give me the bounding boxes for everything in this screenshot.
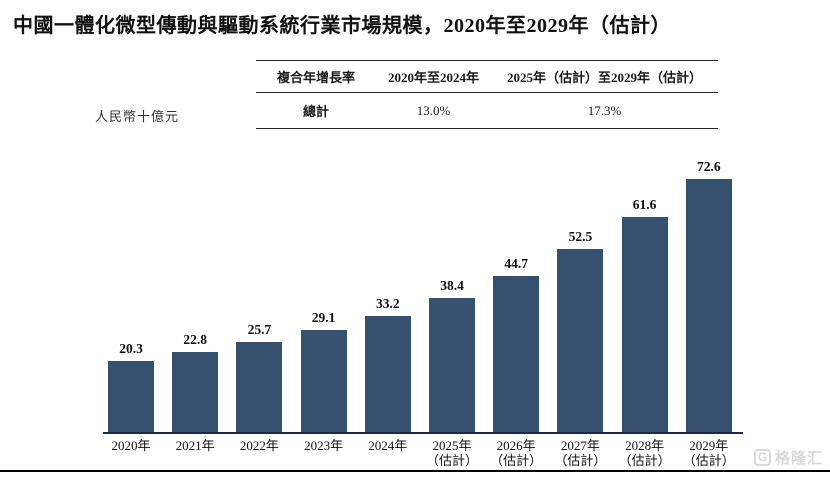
bar-value-label: 44.7 — [504, 256, 528, 271]
watermark-text: 格隆汇 — [774, 450, 823, 467]
bar-value-label: 61.6 — [632, 197, 657, 213]
bar-column: 61.6 — [613, 158, 677, 432]
cagr-header-label: 複合年增長率 — [276, 70, 355, 85]
cagr-table-data-row: 總計 13.0% 17.3% — [256, 93, 718, 128]
bar-column: 20.3 — [99, 158, 163, 432]
x-axis-labels: 2020年 2021年 2022年 2023年 2024年 2025年 （估計） 2026年（… — [99, 438, 749, 470]
bar-column: 22.8 — [163, 158, 227, 432]
cagr-table-header-row: 複合年增長率 2020年至2024年 2025年（估計）至2029年（估計） — [256, 61, 718, 93]
bar — [557, 248, 604, 432]
bar-column: 29.1 — [292, 158, 356, 432]
page-bottom-rule — [0, 470, 830, 472]
x-axis-label: 2020年 — [111, 438, 151, 453]
cagr-header-period-1: 2020年至2024年 — [387, 70, 479, 85]
x-axis-label: 2023年 — [304, 438, 344, 453]
x-axis-label: 2028年 （估計） — [618, 438, 671, 468]
chart-title: 中國一體化微型傳動與驅動系統行業市場規模，2020年至2029年（估計） — [13, 15, 671, 37]
bar-value-label: 20.3 — [119, 341, 143, 357]
bar-column: 44.7 — [484, 158, 548, 432]
bar-value-label: 25.7 — [247, 322, 272, 338]
x-axis-label: 2021年 — [175, 438, 215, 453]
bar — [300, 330, 347, 432]
bar — [108, 361, 154, 432]
bar-value-label: 38.4 — [440, 277, 464, 293]
x-axis-label: 2027年 （估計） — [554, 438, 607, 468]
cagr-row-label: 總計 — [302, 104, 329, 119]
bar — [621, 217, 668, 432]
bar — [429, 297, 475, 432]
cagr-header-period-2: 2025年（估計）至2029年（估計） — [506, 70, 702, 85]
bar — [236, 342, 283, 432]
bar-value-label: 52.5 — [568, 228, 593, 244]
watermark: G 格隆汇 — [753, 447, 823, 468]
cagr-table: 複合年增長率 2020年至2024年 2025年（估計）至2029年（估計） 總… — [256, 60, 718, 129]
cagr-value-period-1: 13.0% — [416, 102, 451, 118]
x-axis-label: 2022年 — [239, 438, 279, 453]
bar-value-label: 72.6 — [696, 158, 721, 174]
x-axis-label: 2026年 （估計） — [490, 438, 543, 468]
bar-column: 52.5 — [548, 158, 612, 432]
y-axis-unit-label: 人民幣十億元 — [95, 109, 180, 124]
bar-column: 33.2 — [356, 158, 420, 432]
bar-column: 38.4 — [420, 158, 484, 432]
bar-value-label: 29.1 — [311, 310, 336, 326]
bar — [493, 276, 540, 432]
bar-value-label: 33.2 — [375, 296, 400, 312]
bar-column: 72.6 — [677, 158, 741, 432]
bar — [364, 316, 411, 432]
bar-column: 25.7 — [227, 158, 291, 432]
x-axis-label: 2029年 （估計） — [682, 438, 735, 468]
x-axis-label: 2025年 （估計） — [425, 438, 478, 468]
x-axis-label: 2024年 — [368, 438, 408, 453]
x-axis-line — [103, 432, 743, 434]
cagr-value-period-2: 17.3% — [587, 102, 622, 118]
bar — [172, 352, 219, 432]
bar — [685, 178, 732, 432]
bar-value-label: 22.8 — [183, 332, 207, 348]
gelonghui-logo-icon: G — [753, 449, 771, 466]
bar-chart-plot: 20.3 22.8 25.7 29.1 33.2 38.4 44.7 52.5 61.6 72.6 — [99, 158, 749, 432]
